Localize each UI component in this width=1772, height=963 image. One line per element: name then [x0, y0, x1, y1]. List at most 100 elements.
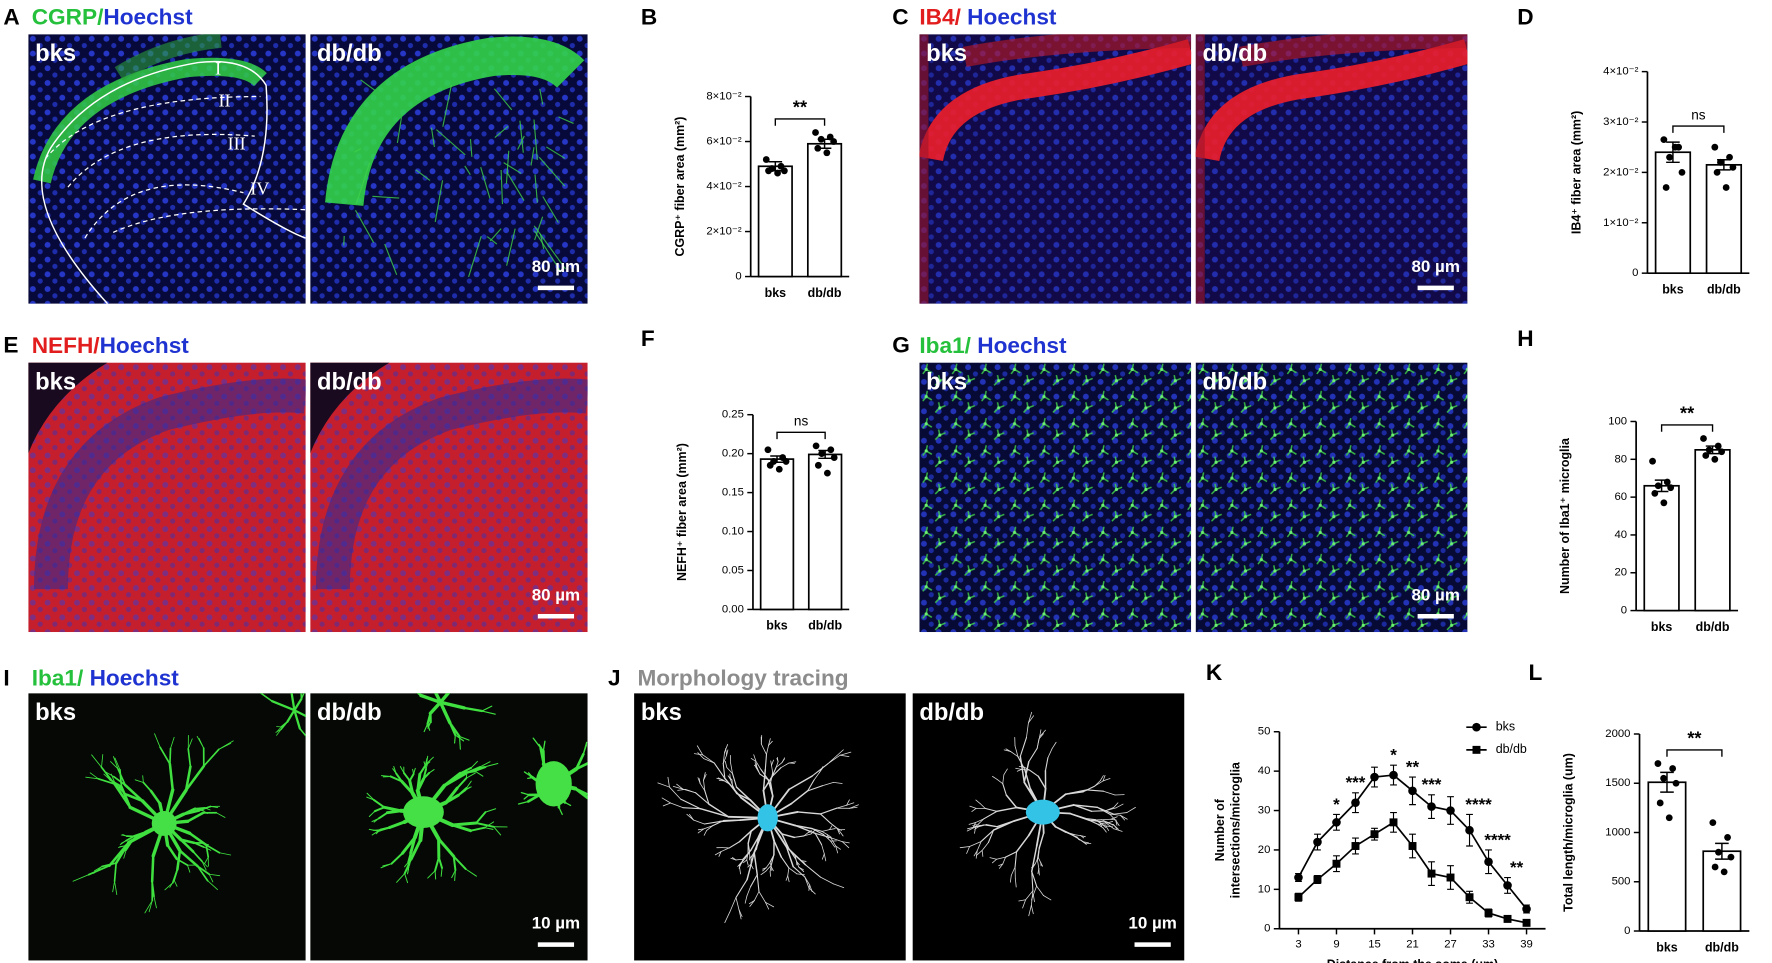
process: [454, 673, 460, 687]
data-point: [1711, 143, 1719, 151]
process: [1109, 813, 1117, 821]
process: [586, 793, 588, 796]
process: [459, 766, 473, 775]
process: [996, 820, 1015, 828]
marker: [1370, 772, 1379, 782]
process: [588, 799, 592, 808]
bar: [759, 458, 795, 611]
process: [475, 822, 495, 828]
process: [813, 772, 820, 781]
process: [207, 880, 218, 891]
process: [976, 850, 983, 856]
process: [1038, 733, 1044, 740]
process: [790, 790, 809, 805]
process: [452, 855, 467, 870]
process: [1126, 806, 1136, 813]
process: [175, 858, 189, 867]
process: [575, 752, 585, 771]
process: [203, 846, 210, 851]
micrograph: bks: [634, 693, 906, 961]
process: [992, 858, 997, 864]
fiber: [558, 116, 574, 124]
process: [372, 798, 386, 809]
process: [442, 771, 462, 788]
process: [739, 867, 741, 875]
process: [276, 728, 282, 736]
process: [738, 909, 743, 918]
process: [523, 771, 532, 778]
process: [703, 774, 707, 781]
process: [205, 844, 221, 854]
micrograph: db/db 10 µm: [310, 667, 593, 961]
process: [114, 841, 131, 865]
process: [1101, 818, 1112, 821]
micrograph: db/db 80 µm: [310, 362, 588, 633]
process: [527, 776, 534, 780]
process: [1110, 816, 1118, 820]
process: [685, 788, 696, 794]
process: [1102, 827, 1107, 833]
process: [142, 775, 144, 783]
process: [247, 690, 258, 691]
process: [753, 754, 757, 762]
process: [726, 767, 733, 775]
x-tick-label: db/db: [1696, 620, 1730, 634]
process: [841, 841, 850, 844]
panel-letter: I: [3, 666, 9, 691]
process: [208, 873, 221, 877]
edge: [919, 34, 929, 304]
process: [475, 811, 487, 825]
y-tick-label: 2×10⁻²: [1603, 166, 1638, 178]
process: [582, 744, 588, 755]
y-axis-label: NEFH⁺ fiber area (mm²): [675, 443, 689, 581]
process: [973, 850, 978, 857]
process: [371, 830, 379, 836]
process: [775, 761, 779, 768]
process: [746, 852, 749, 861]
process: [112, 775, 127, 786]
process: [1032, 894, 1035, 903]
process: [693, 753, 704, 756]
lamina-border: [84, 184, 244, 239]
process: [833, 883, 845, 889]
data-point: [1713, 168, 1721, 176]
process: [823, 853, 827, 862]
process: [142, 781, 152, 792]
process: [409, 838, 422, 861]
process: [739, 862, 743, 866]
bar: [807, 453, 843, 611]
process: [979, 824, 987, 826]
process: [1115, 819, 1118, 826]
fiber: [542, 196, 559, 223]
process: [1099, 822, 1105, 825]
fiber: [436, 129, 466, 156]
data-point: [1705, 446, 1713, 454]
process: [460, 667, 467, 673]
process: [298, 686, 301, 691]
process: [1039, 729, 1042, 738]
process: [184, 765, 192, 792]
soma: [403, 796, 444, 828]
process: [722, 762, 726, 780]
process: [280, 720, 289, 728]
process: [810, 829, 816, 835]
process: [1104, 821, 1115, 830]
process: [382, 863, 393, 867]
data-point: [830, 454, 838, 461]
process: [835, 845, 839, 854]
process: [148, 900, 153, 913]
x-tick-label: 21: [1406, 939, 1419, 951]
process: [819, 807, 838, 815]
process: [101, 754, 104, 768]
process: [747, 830, 752, 845]
process: [144, 900, 153, 914]
process: [760, 743, 767, 755]
process: [769, 781, 774, 797]
data-point: [765, 167, 772, 175]
process: [438, 700, 452, 725]
process: [588, 799, 593, 810]
significance-bracket: [1660, 424, 1714, 432]
process: [1039, 729, 1046, 738]
fiber: [464, 165, 471, 176]
outline: [40, 60, 306, 304]
